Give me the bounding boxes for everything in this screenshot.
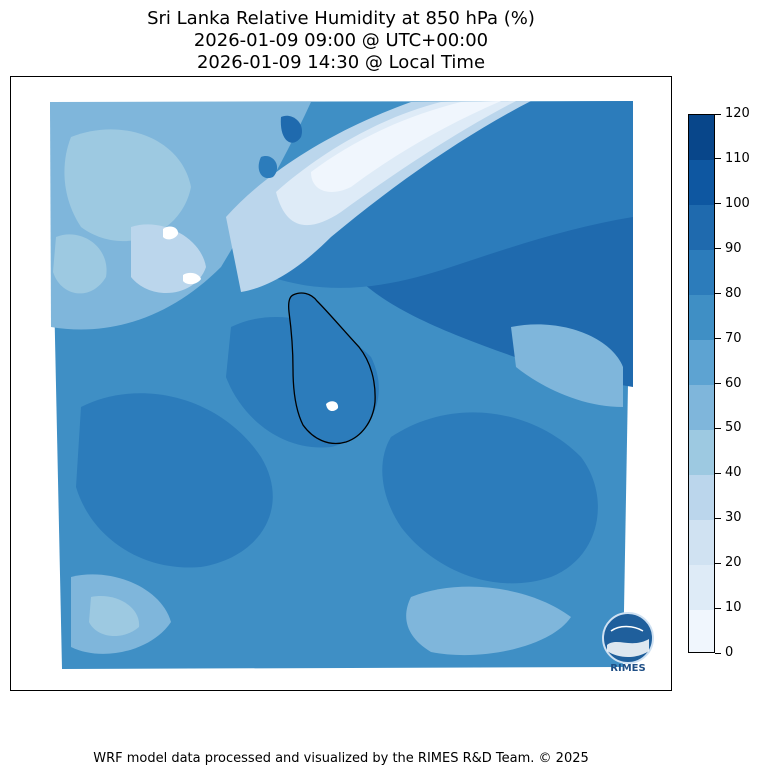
dry-patch-3: [53, 234, 107, 294]
moist-zone-north: [271, 101, 633, 288]
colorbar-tick-label: 10: [725, 600, 742, 616]
colorbar-tick-mark: [715, 472, 721, 474]
dry-swirl-south: [406, 586, 571, 656]
dry-band-northeast: [226, 101, 531, 292]
colorbar: [688, 114, 715, 653]
colorbar-segment: [689, 115, 714, 161]
moist-streak-1: [280, 115, 302, 143]
dry-swirl-east: [511, 324, 623, 407]
rimes-logo: RIMES: [597, 611, 659, 677]
moist-streak-2: [258, 156, 278, 179]
colorbar-tick-mark: [715, 203, 721, 205]
sri-lanka-coastline: [287, 292, 376, 445]
colorbar-tick-label: 110: [725, 150, 750, 166]
dry-swirl-sw-core: [89, 596, 140, 637]
colorbar-tick-mark: [715, 652, 721, 654]
colorbar-segment: [689, 609, 714, 652]
colorbar-tick-mark: [715, 338, 721, 340]
colorbar-tick-mark: [715, 562, 721, 564]
colorbar-tick-mark: [715, 158, 721, 160]
driest-band: [276, 101, 516, 226]
colorbar-tick-mark: [715, 607, 721, 609]
missing-data-patch-2: [183, 272, 201, 285]
colorbar-tick-mark: [715, 383, 721, 384]
map-panel: RIMES: [10, 76, 672, 691]
colorbar-segment: [689, 294, 714, 341]
colorbar-tick-label: 50: [725, 420, 742, 436]
colorbar-tick-label: 80: [725, 285, 742, 301]
colorbar-tick-label: 0: [725, 645, 734, 660]
colorbar-tick-label: 60: [725, 375, 742, 391]
colorbar-segment: [689, 564, 714, 610]
local-time-label: 2026-01-09 14:30 @ Local Time: [196, 52, 486, 73]
colorbar-segment: [689, 474, 714, 520]
colorbar-tick-mark: [715, 248, 721, 250]
humidity-map: [50, 101, 633, 669]
map-title: Sri Lanka Relative Humidity at 850 hPa (…: [147, 8, 535, 29]
colorbar-tick-label: 30: [725, 510, 742, 526]
colorbar-segment: [689, 339, 714, 385]
driest-core: [311, 101, 501, 192]
colorbar-tick-label: 20: [725, 555, 742, 571]
missing-data-patch-1: [163, 226, 179, 240]
logo-text: RIMES: [610, 663, 646, 674]
colorbar-segment: [689, 519, 714, 565]
colorbar-tick-mark: [715, 427, 721, 429]
colorbar-tick-label: 70: [725, 330, 742, 346]
colorbar-tick-mark: [715, 293, 721, 295]
moist-zone-south: [382, 412, 598, 584]
moist-zone-sw: [76, 393, 273, 568]
utc-time-label: 2026-01-09 09:00 @ UTC+00:00: [193, 30, 489, 51]
colorbar-segment: [689, 384, 714, 430]
colorbar-tick-label: 40: [725, 465, 742, 481]
footer-credit: WRF model data processed and visualized …: [93, 751, 589, 766]
colorbar-segment: [689, 204, 714, 251]
colorbar-tick-label: 120: [725, 106, 750, 121]
colorbar-tick-label: 100: [725, 195, 750, 211]
missing-data-patch-3: [326, 401, 339, 412]
colorbar-tick-label: 90: [725, 240, 742, 256]
colorbar-segment: [689, 429, 714, 475]
dry-patch-1: [64, 129, 191, 242]
colorbar-tick-mark: [715, 517, 721, 519]
colorbar-segment: [689, 249, 714, 296]
colorbar-tick-mark: [715, 113, 721, 115]
colorbar-segment: [689, 159, 714, 206]
